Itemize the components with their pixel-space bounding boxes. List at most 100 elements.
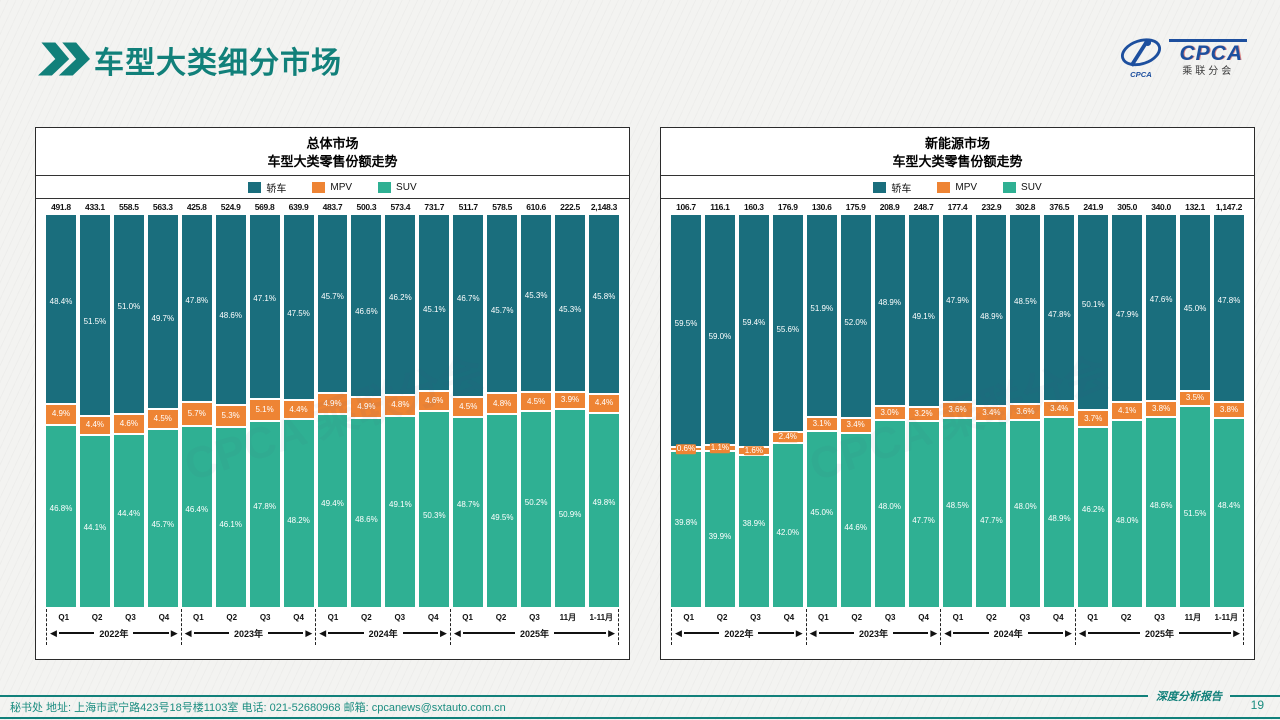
bar-stack: 51.5% 4.4% 44.1% [79, 215, 110, 607]
bar-segment-sedan: 45.0% [1180, 215, 1210, 390]
axis-year-group: Q1 Q2 Q3 Q4 ◀ 2024年 ▶ [315, 609, 450, 645]
legend: 轿车 MPV SUV [661, 175, 1254, 200]
bar-column: 569.8 47.1% 5.1% 47.8% [249, 202, 280, 607]
segment-value-label: 3.8% [1150, 404, 1172, 414]
bar-total-label: 731.7 [424, 202, 445, 213]
bar-total-label: 483.7 [322, 202, 343, 213]
footer-rule: 深度分析报告 [0, 688, 1280, 704]
year-arrow-row: ◀ 2025年 ▶ [451, 625, 618, 641]
segment-value-label: 48.4% [1217, 501, 1241, 511]
bar-stack: 59.0% 1.1% 39.9% [704, 215, 735, 607]
year-label: 2024年 [368, 628, 398, 639]
bar-total-label: 175.9 [845, 202, 866, 213]
arrow-line [1027, 632, 1064, 634]
segment-value-label: 48.4% [49, 297, 73, 307]
segment-value-label: 45.7% [490, 305, 514, 315]
year-arrow-row: ◀ 2023年 ▶ [182, 625, 316, 641]
bar-total-label: 511.7 [458, 202, 479, 213]
bar-segment-mpv: 5.7% [181, 402, 212, 425]
bar-segment-mpv: 1.6% [738, 446, 769, 456]
segment-value-label: 44.6% [844, 522, 867, 532]
bar-segment-mpv: 4.9% [351, 397, 382, 417]
arrow-left-icon: ◀ [453, 627, 461, 638]
quarter-label: Q2 [851, 612, 863, 622]
segment-value-label: 55.6% [776, 325, 800, 335]
arrow-right-icon: ▶ [795, 627, 803, 638]
bar-stack: 51.9% 3.1% 45.0% [806, 215, 837, 608]
axis-year-group: Q1 Q2 Q3 11月 1-11月 ◀ 2025年 ▶ [449, 609, 619, 645]
segment-value-label: 4.4% [593, 398, 615, 409]
bar-segment-sedan: 50.1% [1078, 215, 1109, 410]
bar-segment-suv: 48.9% [1044, 417, 1075, 607]
axis-year-group: Q1 Q2 Q3 11月 1-11月 ◀ 2025年 ▶ [1074, 609, 1244, 645]
bar-column: 2,148.3 45.8% 4.4% 49.8% [589, 202, 619, 607]
bar-stack: 46.7% 4.5% 48.7% [453, 215, 484, 607]
segment-value-label: 3.9% [559, 395, 581, 405]
segment-value-label: 51.5% [83, 317, 107, 327]
bar-stack: 50.1% 3.7% 46.2% [1078, 215, 1109, 608]
bar-segment-sedan: 48.6% [215, 215, 246, 404]
mpv-swatch-icon [312, 182, 326, 194]
bar-segment-sedan: 47.8% [1044, 215, 1075, 401]
arrow-line [1178, 632, 1232, 634]
bar-segment-mpv: 5.1% [249, 399, 280, 420]
bar-segment-mpv: 3.0% [874, 406, 905, 419]
bar-segment-sedan: 47.8% [1214, 215, 1244, 401]
quarter-label: Q4 [783, 612, 795, 622]
bar-total-label: 302.8 [1015, 202, 1036, 213]
year-label: 2023年 [233, 628, 263, 639]
quarter-row: Q1 Q2 Q3 Q4 [47, 609, 181, 625]
segment-value-label: 47.9% [1115, 310, 1139, 320]
bar-stack: 59.4% 1.6% 38.9% [738, 215, 769, 607]
bar-column: 132.1 45.0% 3.5% 51.5% [1180, 202, 1210, 607]
segment-value-label: 48.6% [219, 311, 242, 321]
bar-total-label: 639.9 [288, 202, 309, 213]
bar-total-label: 340.0 [1151, 202, 1171, 213]
arrow-line [402, 632, 439, 634]
segment-value-label: 48.9% [1047, 514, 1071, 524]
bar-segment-suv: 46.4% [181, 426, 212, 607]
bar-segment-sedan: 47.9% [1112, 215, 1143, 401]
segment-value-label: 48.5% [1014, 297, 1037, 307]
bar-segment-mpv: 5.3% [215, 405, 246, 427]
bar-total-label: 305.0 [1117, 202, 1138, 213]
bar-segment-sedan: 59.0% [704, 215, 735, 444]
bar-segment-mpv: 3.9% [555, 392, 585, 408]
segment-value-label: 48.5% [946, 501, 969, 511]
bar-total-label: 2,148.3 [590, 202, 618, 213]
bar-segment-suv: 48.7% [453, 417, 484, 607]
arrow-left-icon: ◀ [50, 627, 57, 638]
quarter-label: Q1 [327, 612, 339, 622]
bar-segment-suv: 48.5% [942, 418, 973, 608]
bar-total-label: 558.5 [118, 202, 139, 213]
bar-segment-sedan: 47.9% [942, 215, 973, 401]
arrow-left-icon: ◀ [809, 627, 817, 638]
footer-rule-line [1230, 695, 1280, 697]
bar-segment-suv: 48.4% [1214, 419, 1244, 607]
bar-segment-suv: 49.1% [385, 416, 416, 607]
legend-label-sedan: 轿车 [891, 184, 912, 196]
segment-value-label: 4.9% [50, 409, 72, 419]
page-title: 车型大类细分市场 [94, 47, 342, 80]
bar-stack: 55.6% 2.4% 42.0% [772, 215, 803, 607]
quarter-label: 1-11月 [589, 612, 614, 622]
bar-stack: 45.3% 4.5% 50.2% [521, 215, 552, 607]
x-axis: Q1 Q2 Q3 Q4 ◀ 2022年 ▶ Q1 Q2 Q3 Q4 ◀ 2023年 ▶ Q1 Q2 Q3 Q4 ◀ 2… [46, 609, 619, 645]
segment-value-label: 46.7% [456, 293, 480, 303]
bar-segment-suv: 50.2% [521, 412, 552, 607]
legend-label-suv: SUV [396, 182, 417, 194]
bar-stack: 47.8% 3.8% 48.4% [1214, 215, 1244, 607]
bar-total-label: 524.9 [220, 202, 241, 213]
segment-value-label: 3.7% [1083, 413, 1104, 424]
logo-subtitle: 乘联分会 [1182, 65, 1235, 77]
bar-segment-sedan: 51.0% [113, 215, 144, 413]
bar-column: 160.3 59.4% 1.6% 38.9% [738, 202, 769, 607]
year-label: 2025年 [1144, 628, 1174, 639]
year-arrow-row: ◀ 2024年 ▶ [941, 625, 1075, 641]
quarter-label: Q3 [750, 612, 761, 622]
bar-segment-suv: 44.1% [79, 435, 110, 607]
quarter-label: Q2 [986, 612, 997, 622]
segment-value-label: 5.3% [220, 411, 241, 421]
segment-value-label: 42.0% [776, 527, 800, 537]
legend: 轿车 MPV SUV [36, 175, 629, 200]
